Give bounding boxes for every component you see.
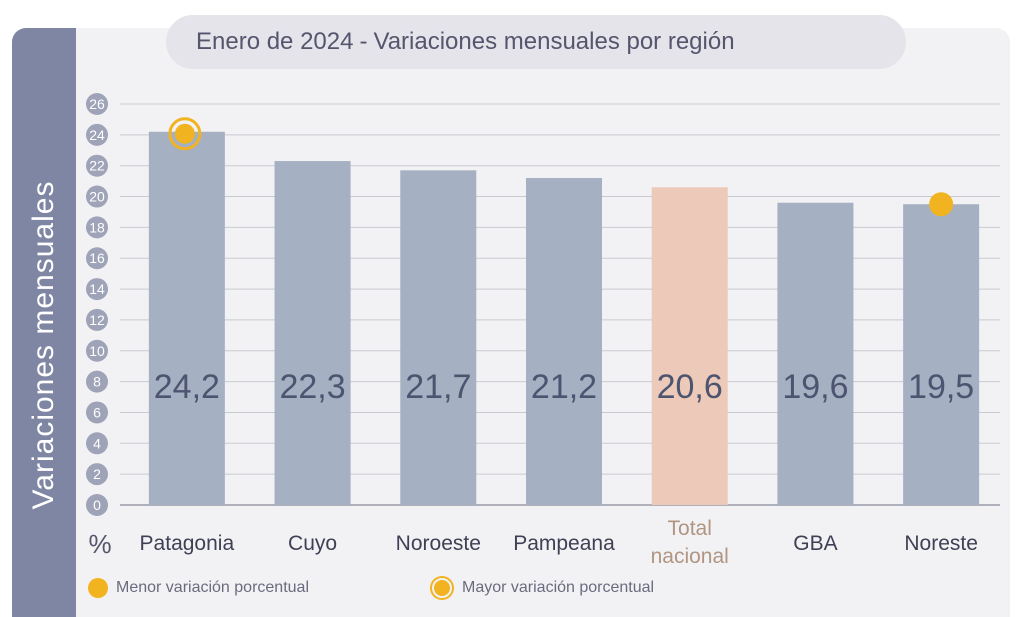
y-tick-bubble [86, 216, 108, 239]
y-tick-label: 20 [89, 189, 105, 205]
y-tick-label: 10 [89, 343, 105, 359]
title-main: Variaciones mensuales por región [373, 28, 735, 55]
title-separator: - [359, 28, 368, 55]
y-tick-bubble [86, 339, 108, 362]
min-marker [929, 192, 954, 217]
min-marker-legend-icon [88, 578, 108, 598]
y-tick-label: 26 [89, 96, 105, 112]
y-tick-bubble [86, 247, 108, 270]
x-tick-label: Pampeana [513, 532, 615, 555]
data-label: 19,6 [782, 368, 848, 406]
x-tick-label: Noreste [904, 532, 978, 555]
bar [526, 178, 602, 505]
legend-max-label: Mayor variación porcentual [462, 579, 655, 596]
axis-label-band [12, 28, 76, 617]
chart-title: Enero de 2024 - Variaciones mensuales po… [166, 15, 906, 69]
max-marker [168, 117, 202, 151]
x-tick-label: Cuyo [288, 532, 337, 555]
y-tick-bubble [86, 463, 108, 486]
y-tick-bubble [86, 308, 108, 331]
y-tick-bubble [86, 494, 108, 516]
bar [274, 161, 351, 506]
data-label: 21,2 [531, 368, 597, 406]
x-tick-label: Patagonia [140, 532, 235, 555]
data-label: 19,5 [908, 368, 974, 406]
legend-min: Menor variación porcentual [88, 578, 309, 598]
y-tick-label: 8 [93, 374, 101, 390]
y-tick-bubble [86, 123, 108, 146]
y-tick-label: 18 [89, 219, 105, 235]
y-tick-bubble [86, 432, 108, 455]
y-tick-label: 12 [89, 312, 105, 328]
legend-min-label: Menor variación porcentual [116, 579, 309, 596]
x-tick-label: Total nacional [651, 517, 729, 568]
y-tick-bubble [86, 278, 108, 301]
y-tick-label: 22 [89, 158, 105, 174]
y-tick-bubble [86, 401, 108, 424]
bar [777, 202, 854, 505]
y-tick-label: 14 [89, 281, 105, 297]
data-label: 22,3 [279, 368, 345, 406]
percent-symbol: % [88, 529, 111, 559]
bar [400, 170, 477, 506]
data-label: 20,6 [657, 368, 723, 406]
title-date: Enero de 2024 [196, 28, 354, 55]
max-marker-core [174, 123, 195, 144]
y-tick-bubble [86, 185, 108, 208]
max-marker-legend-icon [432, 578, 452, 598]
bar [148, 131, 225, 505]
y-tick-label: 2 [93, 466, 101, 482]
y-tick-bubble [86, 93, 108, 115]
y-tick-bubble [86, 370, 108, 393]
data-label: 24,2 [154, 368, 220, 406]
y-tick-label: 24 [89, 127, 105, 143]
bar [903, 204, 980, 505]
legend-max: Mayor variación porcentual [430, 578, 654, 598]
y-tick-label: 6 [93, 404, 101, 420]
y-tick-label: 16 [89, 250, 105, 266]
y-tick-label: 0 [93, 497, 101, 513]
x-tick-label: GBA [793, 532, 837, 555]
y-tick-bubble [86, 154, 108, 177]
data-label: 21,7 [405, 368, 471, 406]
bar [651, 187, 728, 506]
x-tick-label: Noroeste [396, 532, 481, 555]
y-tick-label: 4 [93, 435, 101, 451]
